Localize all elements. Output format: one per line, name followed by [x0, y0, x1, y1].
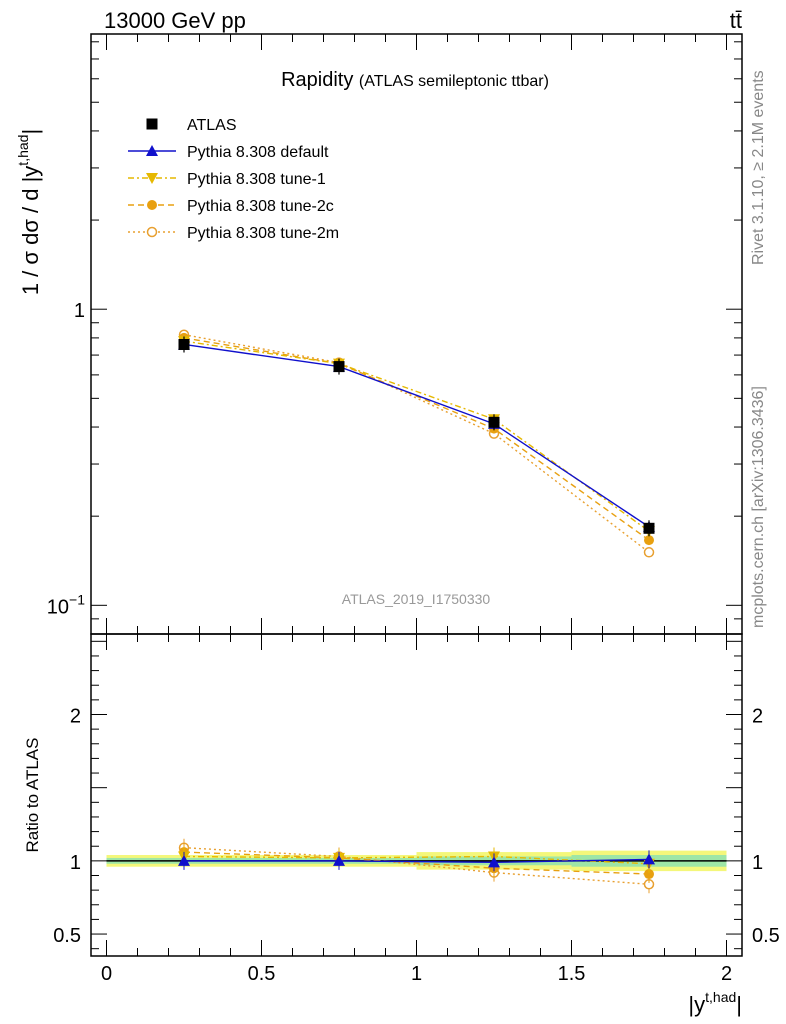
ratio-xlabel-sup: t,had [705, 989, 736, 1005]
point-pythia-8-308-tune-2c [644, 535, 654, 546]
ratio-ytick-label: 0.5 [53, 925, 81, 947]
main-ylabel-sup: t,had [15, 135, 31, 166]
legend-label: Pythia 8.308 default [187, 144, 329, 161]
ratio-ytick-label-right: 1 [752, 852, 763, 874]
ratio-ylabel: Ratio to ATLAS [23, 738, 42, 853]
ratio-point-pythia-8-308-default [643, 853, 655, 865]
rivet-label: Rivet 3.1.10, ≥ 2.1M events [750, 70, 767, 265]
ratio-point-pythia-8-308-default [178, 854, 190, 866]
point-atlas [333, 361, 345, 373]
plot-subtitle: (ATLAS semileptonic ttbar) [359, 73, 549, 90]
energy-label: 13000 GeV pp [104, 8, 246, 33]
series-line-pythia-8-308-tune-1 [183, 340, 650, 532]
legend-label: ATLAS [187, 117, 237, 134]
legend-label: Pythia 8.308 tune-2c [187, 198, 334, 215]
legend-marker [147, 200, 157, 210]
process-label: tt̄ [730, 8, 742, 33]
ratio-xtick-label: 2 [721, 963, 732, 985]
main-ytick-label: 10−1 [47, 591, 85, 618]
legend-label: Pythia 8.308 tune-2m [187, 225, 339, 242]
ratio-line-pythia-8-308-tune-1 [183, 855, 650, 865]
series-line-pythia-8-308-default [183, 343, 650, 528]
ratio-xlabel-text: |y [688, 992, 705, 1017]
main-ylabel-text: 1 / σ dσ / d |y [18, 166, 43, 295]
point-atlas [643, 522, 655, 534]
main-ylabel: 1 / σ dσ / d |yt,had| [15, 129, 43, 295]
ratio-point-pythia-8-308-default [488, 856, 500, 868]
plot-title: Rapidity (ATLAS semileptonic ttbar) [281, 69, 549, 91]
legend-marker [146, 173, 158, 184]
ratio-frame [90, 633, 743, 957]
ratio-ytick-label-right: 0.5 [752, 925, 780, 947]
ratio-ytick-label: 2 [70, 706, 81, 728]
legend-marker [146, 226, 158, 238]
legend-marker [146, 145, 158, 156]
series-line-pythia-8-308-tune-2c [183, 337, 650, 541]
point-pythia-8-308-tune-2m [643, 547, 655, 558]
ratio-point-pythia-8-308-default [333, 854, 345, 866]
legend-label: Pythia 8.308 tune-1 [187, 171, 326, 188]
ratio-xtick-label: 1.5 [558, 963, 586, 985]
main-ytick-label: 1 [74, 300, 85, 322]
ratio-xtick-label: 1 [411, 963, 422, 985]
main-ytick-label-sup: −1 [69, 591, 85, 607]
mcplots-label: mcplots.cern.ch [arXiv:1306.3436] [750, 386, 767, 628]
ratio-xtick-label: 0.5 [248, 963, 276, 985]
series-line-pythia-8-308-tune-2m [183, 334, 650, 553]
ratio-ytick-label: 1 [70, 852, 81, 874]
watermark: ATLAS_2019_I1750330 [342, 591, 491, 607]
ratio-xtick-label: 0 [101, 963, 112, 985]
ratio-line-pythia-8-308-tune-2c [183, 851, 650, 875]
ratio-point-pythia-8-308-tune-2c [644, 869, 654, 880]
point-atlas [178, 338, 190, 350]
ratio-panel: 0 0.5 1 1.5 2 2 2 1 1 0.5 0.5 [53, 633, 780, 985]
legend-marker [146, 118, 158, 130]
main-panel: 1 10−1 ATLAS Pythia 8.308 default Pythia 8.3… [47, 33, 743, 635]
ratio-xlabel: |yt,had| [688, 989, 742, 1017]
point-atlas [488, 416, 500, 428]
legend: ATLAS Pythia 8.308 default Pythia 8.308 tu… [128, 117, 339, 242]
ratio-xlabel-end: | [736, 992, 742, 1017]
main-ylabel-end: | [18, 129, 43, 135]
ratio-line-pythia-8-308-default [184, 858, 650, 864]
ratio-ytick-label-right: 2 [752, 706, 763, 728]
plot-title-main: Rapidity [281, 69, 353, 91]
